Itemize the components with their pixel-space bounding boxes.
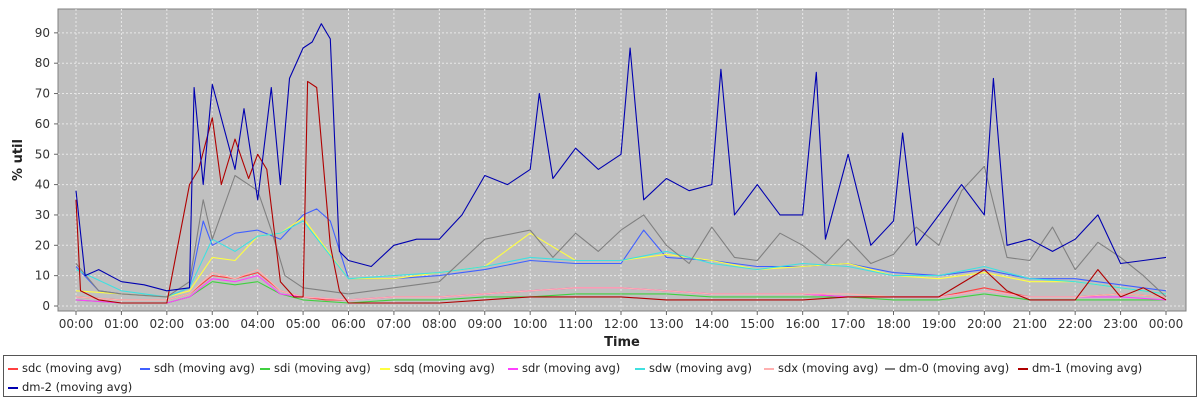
y-tick-label: 80 (35, 56, 50, 70)
legend-label: sdw (moving avg) (649, 361, 752, 375)
legend-item: sdr (moving avg) (508, 361, 620, 375)
x-tick-label: 08:00 (422, 317, 457, 331)
x-tick-label: 15:00 (740, 317, 775, 331)
x-tick-label: 23:00 (1103, 317, 1138, 331)
legend-swatch (8, 367, 18, 370)
legend-item: sdi (moving avg) (260, 361, 371, 375)
x-axis-title: Time (604, 335, 640, 350)
y-tick-label: 30 (35, 208, 50, 222)
series-line-3 (75, 217, 1167, 298)
legend-item: sdh (moving avg) (140, 361, 255, 375)
series-line-2 (75, 281, 1166, 304)
legend-item: sdx (moving avg) (764, 361, 878, 375)
legend-label: sdi (moving avg) (274, 361, 371, 375)
series-line-7 (75, 165, 1167, 298)
y-tick-label: 20 (35, 238, 50, 252)
series-line-9 (75, 23, 1167, 292)
x-tick-label: 00:00 (59, 317, 94, 331)
legend-swatch (140, 367, 150, 370)
legend-item: sdq (moving avg) (380, 361, 495, 375)
legend-label: sdr (moving avg) (522, 361, 621, 375)
x-tick-label: 14:00 (695, 317, 730, 331)
legend-swatch (380, 367, 390, 370)
y-axis-title: % util (11, 139, 26, 181)
legend-item: dm-0 (moving avg) (885, 361, 1009, 375)
x-tick-label: 16:00 (785, 317, 820, 331)
x-tick-label: 09:00 (467, 317, 502, 331)
x-tick-label: 07:00 (377, 317, 412, 331)
legend-item: dm-1 (moving avg) (1018, 361, 1142, 375)
series-line-1 (75, 208, 1167, 298)
x-tick-label: 19:00 (922, 317, 957, 331)
legend-label: sdx (moving avg) (778, 361, 879, 375)
x-tick-label: 06:00 (331, 317, 366, 331)
x-tick-label: 18:00 (876, 317, 911, 331)
legend-swatch (635, 367, 645, 370)
chart: 0 10 20 30 40 50 60 70 80 90 00:00 01:00 02:00 03:00… (11, 8, 1187, 350)
legend-swatch (885, 367, 895, 370)
legend: sdc (moving avg) sdh (moving avg) sdi (mov… (3, 355, 1197, 397)
x-axis-ticks: 00:00 01:00 02:00 03:00 04:00 05:00 06:00 07:00… (59, 311, 1184, 331)
legend-swatch (508, 367, 518, 370)
y-tick-label: 60 (35, 117, 50, 131)
x-tick-label: 20:00 (967, 317, 1002, 331)
y-tick-label: 50 (35, 147, 50, 161)
y-tick-label: 10 (35, 269, 50, 283)
plot-background (57, 8, 1187, 312)
legend-label: sdc (moving avg) (22, 361, 122, 375)
series-line-6 (75, 269, 1167, 301)
legend-item: dm-2 (moving avg) (8, 380, 132, 394)
x-tick-label: 10:00 (513, 317, 548, 331)
y-tick-label: 0 (42, 299, 50, 313)
y-tick-label: 40 (35, 178, 50, 192)
x-tick-label: 13:00 (649, 317, 684, 331)
legend-swatch (764, 367, 774, 370)
x-tick-label: 17:00 (831, 317, 866, 331)
legend-label: sdq (moving avg) (394, 361, 495, 375)
legend-label: dm-0 (moving avg) (899, 361, 1010, 375)
y-tick-label: 90 (35, 26, 50, 40)
legend-label: dm-2 (moving avg) (22, 380, 133, 394)
x-tick-label: 21:00 (1012, 317, 1047, 331)
y-axis-ticks: 0 10 20 30 40 50 60 70 80 90 (35, 26, 58, 313)
x-tick-label: 01:00 (104, 317, 139, 331)
y-tick-label: 70 (35, 87, 50, 101)
legend-label: dm-1 (moving avg) (1032, 361, 1143, 375)
x-tick-label: 02:00 (150, 317, 185, 331)
x-tick-label: 12:00 (604, 317, 639, 331)
legend-item: sdc (moving avg) (8, 361, 122, 375)
x-tick-label: 22:00 (1058, 317, 1093, 331)
series-lines (75, 23, 1167, 304)
x-tick-label: 04:00 (240, 317, 275, 331)
legend-label: sdh (moving avg) (154, 361, 255, 375)
x-tick-label: 11:00 (558, 317, 593, 331)
x-tick-label: 03:00 (195, 317, 230, 331)
legend-swatch (260, 367, 270, 370)
x-tick-label: 00:00 (1149, 317, 1184, 331)
series-line-8 (75, 80, 1167, 304)
legend-swatch (1018, 367, 1028, 370)
legend-item: sdw (moving avg) (635, 361, 752, 375)
legend-swatch (8, 386, 18, 389)
x-tick-label: 05:00 (286, 317, 321, 331)
series-line-5 (75, 220, 1167, 298)
